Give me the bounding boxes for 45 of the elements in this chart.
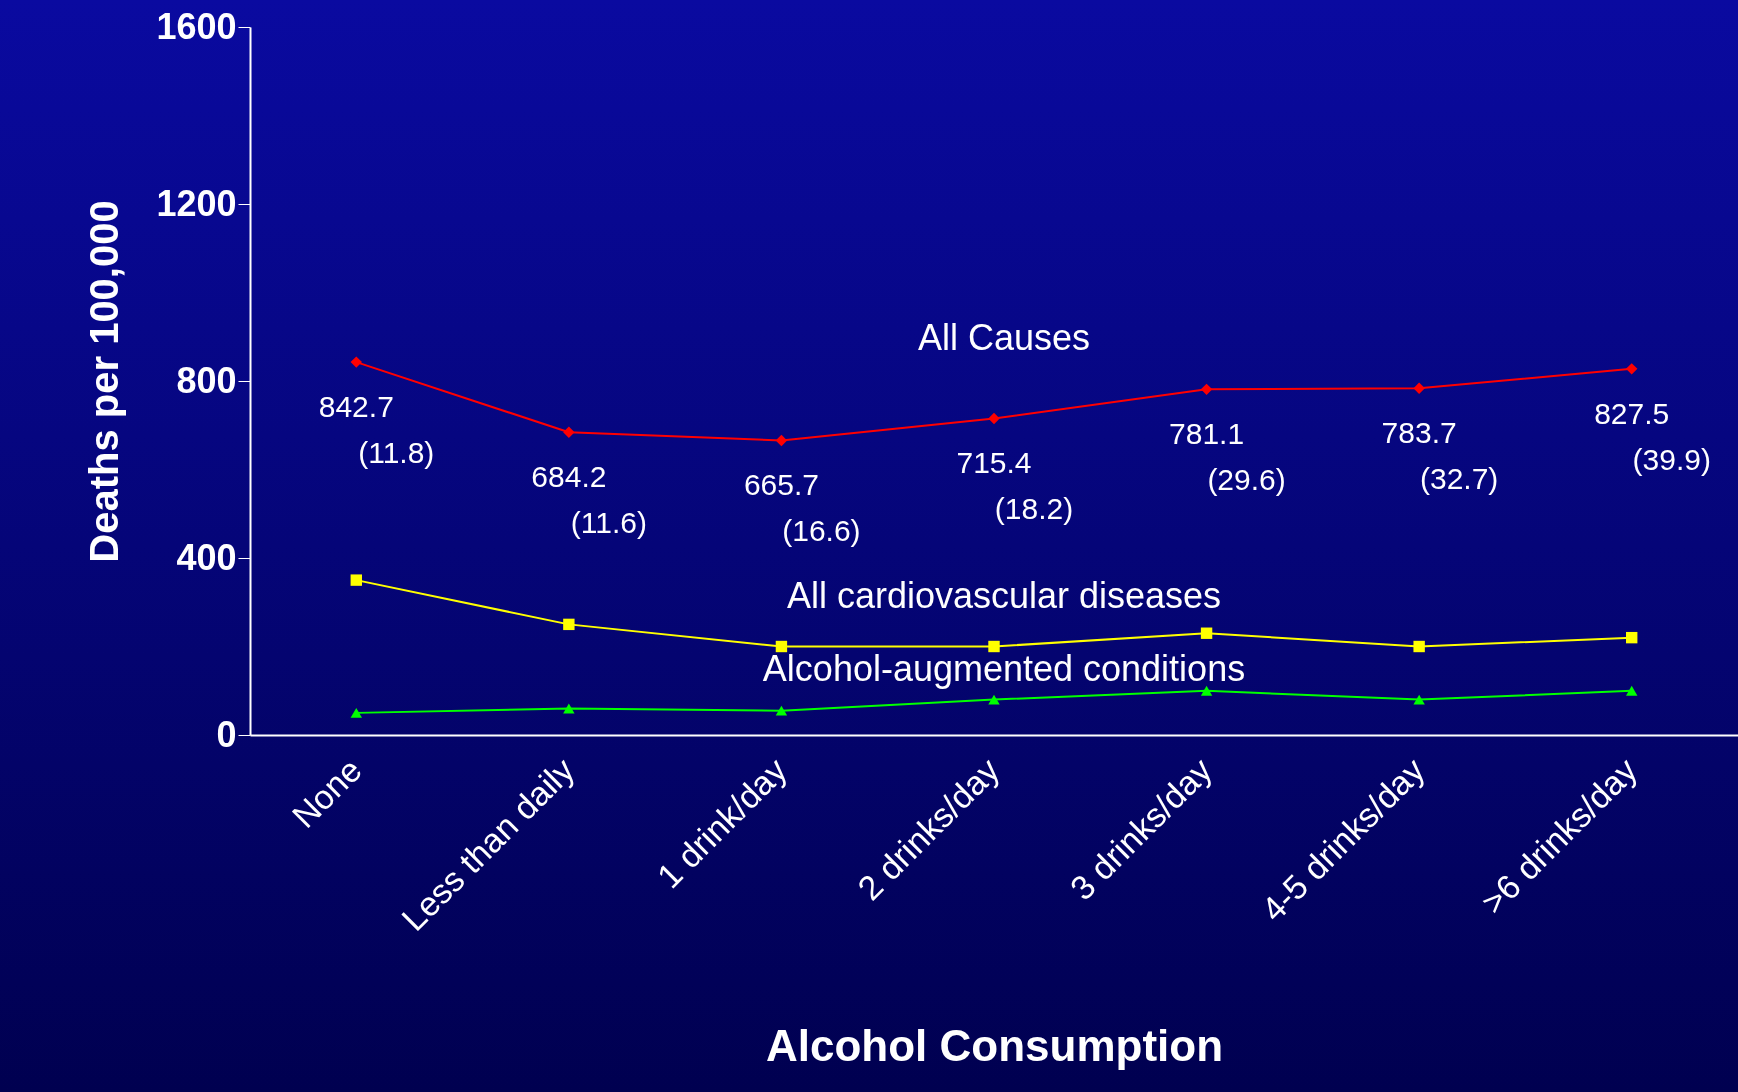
point <box>1200 685 1213 696</box>
annotation: (11.8) <box>358 436 435 470</box>
point <box>563 703 575 714</box>
data-label: 715.4 <box>956 446 1032 480</box>
point <box>1413 382 1425 394</box>
point <box>1413 694 1425 705</box>
point <box>1626 685 1638 696</box>
point <box>350 707 362 718</box>
annotation: (32.7) <box>1419 462 1499 496</box>
y-tick-label: 1200 <box>156 182 237 224</box>
point <box>563 618 575 631</box>
x-axis-title: Alcohol Consumption <box>765 1020 1224 1070</box>
y-axis-title: Deaths per 100,000 <box>82 200 127 563</box>
y-tick-label: 800 <box>176 359 237 401</box>
data-label: 783.7 <box>1381 416 1457 450</box>
y-tick-label: 400 <box>176 536 237 578</box>
point <box>350 574 362 586</box>
point <box>1413 640 1425 653</box>
annotation: (18.2) <box>994 492 1074 526</box>
series-label: All Causes <box>917 317 1091 359</box>
annotation: (39.9) <box>1632 442 1711 476</box>
point <box>988 412 1000 425</box>
series-label: Alcohol-augmented conditions <box>762 647 1246 689</box>
data-label: 665.7 <box>743 468 819 502</box>
point <box>1200 383 1213 396</box>
data-label: 781.1 <box>1169 417 1245 451</box>
data-label: 684.2 <box>531 460 607 494</box>
series-label: All cardiovascular diseases <box>786 574 1222 616</box>
point <box>988 694 1000 705</box>
data-label: 842.7 <box>318 390 394 424</box>
point <box>1200 627 1213 639</box>
point <box>775 434 788 447</box>
data-label: 827.5 <box>1594 396 1670 430</box>
y-tick-label: 1600 <box>156 5 237 47</box>
point <box>350 356 362 368</box>
point <box>988 640 1000 653</box>
annotation: (11.6) <box>570 506 647 540</box>
annotation: (16.6) <box>782 514 861 548</box>
annotation: (29.6) <box>1207 463 1286 497</box>
y-tick-label: 0 <box>216 713 237 755</box>
point <box>1626 363 1638 375</box>
point <box>775 705 788 716</box>
point <box>563 426 575 438</box>
point <box>775 640 788 653</box>
point <box>1626 631 1638 644</box>
